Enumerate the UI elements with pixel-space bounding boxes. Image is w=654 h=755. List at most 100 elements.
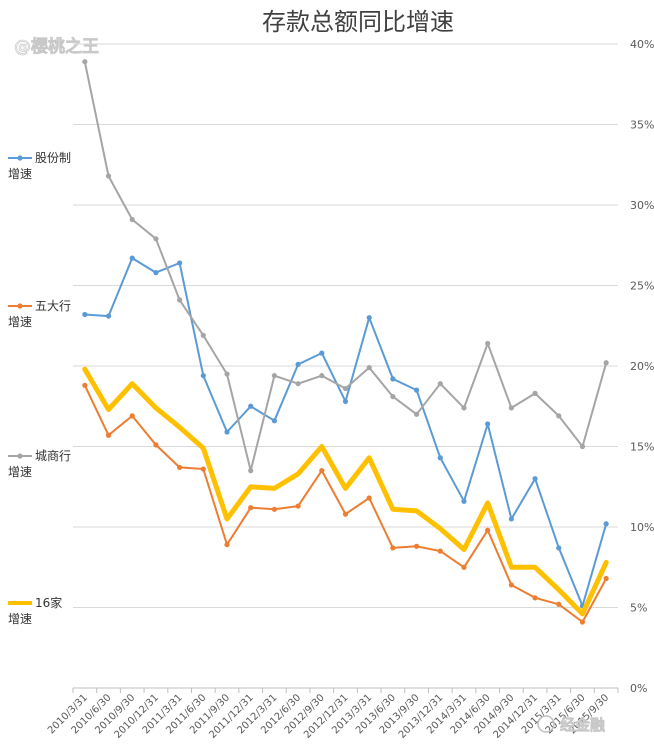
data-point	[461, 498, 467, 504]
data-point	[485, 527, 491, 533]
data-point	[532, 595, 538, 601]
watermark-bottom-group: 经金融	[537, 715, 605, 734]
data-point	[177, 297, 183, 303]
data-point	[390, 545, 396, 551]
data-point	[271, 373, 278, 379]
data-point	[556, 545, 562, 551]
data-point	[153, 236, 159, 242]
data-point	[248, 505, 254, 511]
data-point	[437, 548, 443, 554]
y-tick-label: 15%	[630, 441, 654, 454]
data-point	[319, 373, 325, 379]
data-point	[342, 385, 349, 392]
data-point	[366, 495, 372, 501]
y-axis-ticks: 0% 5% 10% 15% 20% 25% 30% 35% 40%	[630, 38, 654, 695]
data-point	[271, 418, 278, 424]
data-point	[319, 468, 325, 474]
wechat-logo-icon	[537, 715, 555, 733]
y-tick-label: 20%	[630, 360, 654, 373]
data-point	[200, 466, 206, 472]
chart-title: 存款总额同比增速	[262, 8, 454, 36]
data-point	[295, 503, 301, 509]
legend-label: 城商行	[35, 448, 71, 463]
data-point	[82, 311, 88, 318]
data-point	[129, 216, 135, 223]
data-point	[200, 332, 206, 339]
data-point	[271, 506, 278, 512]
data-point	[366, 315, 372, 321]
y-tick-label: 40%	[630, 38, 654, 51]
data-point	[461, 564, 467, 570]
y-tick-label: 30%	[630, 199, 654, 212]
data-point	[224, 542, 230, 548]
legend-label: 股份制	[35, 151, 71, 165]
data-point	[390, 376, 396, 382]
data-point	[508, 582, 514, 588]
data-point	[105, 173, 112, 179]
data-point	[437, 455, 443, 461]
data-point	[248, 403, 254, 409]
data-point	[579, 619, 586, 625]
data-point	[82, 382, 88, 388]
data-point	[508, 405, 514, 411]
y-tick-label: 25%	[630, 280, 654, 293]
data-point	[532, 476, 538, 482]
data-point	[485, 340, 491, 347]
data-point	[248, 468, 254, 474]
data-point	[153, 270, 159, 276]
data-point	[224, 429, 230, 435]
legend-marker	[17, 155, 23, 161]
data-point	[177, 464, 183, 471]
data-point	[342, 511, 349, 517]
x-axis-ticks: 2010/3/312010/6/302010/9/302010/12/31201…	[46, 688, 619, 741]
legend-label: 增速	[8, 612, 32, 626]
series-group	[82, 59, 609, 625]
legend-label: 增速	[8, 167, 32, 181]
legend-marker	[17, 303, 23, 309]
legend-marker	[17, 453, 23, 459]
data-point	[129, 413, 135, 419]
data-point	[485, 421, 491, 427]
series-line-2	[83, 60, 608, 472]
data-point	[508, 516, 514, 522]
data-point	[153, 442, 159, 448]
data-point	[177, 260, 183, 266]
data-point	[413, 543, 420, 549]
data-point	[603, 360, 609, 366]
data-point	[603, 575, 609, 582]
data-point	[461, 405, 467, 411]
legend-label: 16家	[35, 595, 62, 610]
data-point	[366, 365, 372, 371]
data-point	[82, 59, 88, 65]
legend-label: 增速	[8, 465, 32, 479]
data-point	[556, 413, 562, 419]
data-point	[556, 601, 562, 607]
y-tick-label: 0%	[630, 682, 647, 695]
series-line-0	[83, 257, 608, 607]
legend-label: 五大行	[35, 299, 71, 313]
data-point	[603, 521, 609, 527]
y-tick-label: 35%	[630, 119, 654, 132]
y-tick-label: 5%	[630, 602, 647, 615]
data-point	[342, 398, 349, 405]
legend-label: 增速	[8, 315, 32, 329]
data-point	[413, 387, 420, 393]
data-point	[105, 432, 112, 438]
y-tick-label: 10%	[630, 521, 654, 534]
data-point	[105, 313, 112, 319]
data-point	[579, 443, 586, 450]
data-point	[295, 381, 301, 387]
series-line-1	[83, 384, 608, 623]
data-point	[437, 381, 443, 387]
data-point	[295, 361, 301, 367]
data-point	[390, 393, 396, 400]
grid-lines	[73, 43, 618, 689]
data-point	[319, 350, 325, 356]
data-point	[129, 255, 135, 261]
data-point	[200, 373, 206, 379]
data-point	[413, 411, 420, 417]
watermark-top: @樱桃之王	[14, 36, 99, 57]
data-point	[224, 371, 230, 377]
